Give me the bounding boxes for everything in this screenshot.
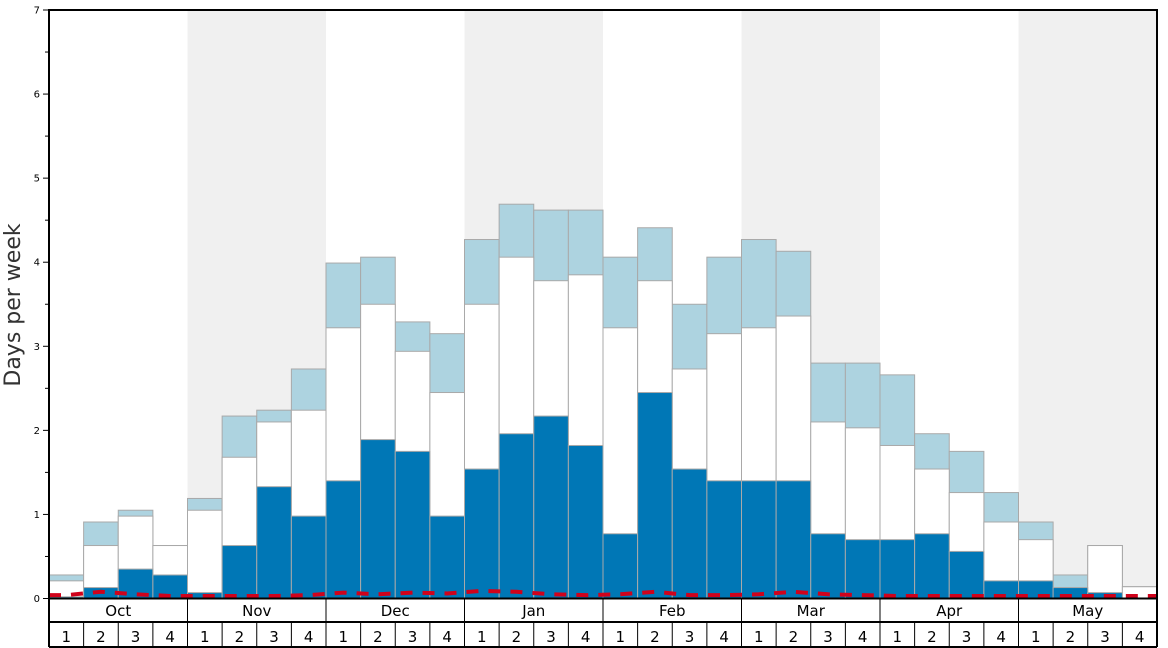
- bar-s0-26: [948, 550, 985, 599]
- bar-s0-5: [221, 545, 258, 599]
- bar-s0-7: [290, 515, 327, 599]
- y-tick-label: 6: [34, 90, 40, 101]
- week-label: 2: [235, 628, 245, 646]
- week-label: 2: [650, 628, 660, 646]
- week-label: 2: [1066, 628, 1076, 646]
- bar-s0-17: [637, 392, 673, 599]
- week-label: 4: [719, 628, 729, 646]
- y-axis: 0 1 2 3 4 5 6 7: [34, 6, 49, 605]
- y-axis-label: Days per week: [1, 223, 26, 386]
- week-label: 2: [927, 628, 937, 646]
- bar-s0-6: [256, 486, 292, 599]
- bar-s0-16: [602, 533, 639, 600]
- bar-s0-18: [671, 468, 708, 599]
- bar-s0-13: [498, 433, 535, 599]
- week-label: 3: [823, 628, 833, 646]
- bar-s0-10: [394, 450, 431, 599]
- bar-s0-15: [567, 444, 604, 599]
- month-label-apr: Apr: [936, 602, 963, 620]
- week-label: 1: [893, 628, 903, 646]
- week-label: 4: [996, 628, 1006, 646]
- week-label: 3: [408, 628, 418, 646]
- bar-s0-19: [706, 480, 742, 599]
- bar-s0-20: [741, 480, 777, 599]
- week-label: 1: [1031, 628, 1041, 646]
- week-label: 1: [200, 628, 210, 646]
- week-label: 4: [1135, 628, 1145, 646]
- week-label: 4: [165, 628, 175, 646]
- y-tick-label: 5: [34, 174, 40, 185]
- week-label: 4: [858, 628, 868, 646]
- week-label: 2: [373, 628, 383, 646]
- week-label: 1: [616, 628, 626, 646]
- bar-s0-14: [533, 415, 569, 599]
- bar-s0-24: [879, 539, 916, 600]
- week-label: 3: [1100, 628, 1110, 646]
- week-label: 4: [304, 628, 314, 646]
- bar-s0-23: [844, 539, 881, 600]
- week-label: 1: [477, 628, 487, 646]
- week-label: 1: [62, 628, 72, 646]
- average-line: [49, 588, 1157, 598]
- y-tick-label: 7: [34, 6, 40, 17]
- bar-s1-4: [187, 509, 223, 600]
- bar-s0-8: [325, 480, 362, 599]
- month-shade-may: [1018, 10, 1157, 599]
- week-label: 1: [339, 628, 349, 646]
- month-label-feb: Feb: [659, 602, 686, 620]
- bar-s0-25: [914, 533, 950, 600]
- week-label: 4: [442, 628, 452, 646]
- bar-s1-30: [1087, 545, 1123, 599]
- y-tick-label: 3: [34, 342, 40, 353]
- week-label: 3: [131, 628, 141, 646]
- week-label: 4: [581, 628, 591, 646]
- month-label-jan: Jan: [521, 602, 545, 620]
- week-label: 2: [512, 628, 522, 646]
- week-label: 3: [685, 628, 695, 646]
- month-label-dec: Dec: [381, 602, 410, 620]
- average-line-path: [49, 588, 1157, 598]
- week-label: 1: [754, 628, 764, 646]
- week-label: 2: [789, 628, 799, 646]
- y-tick-label: 0: [34, 594, 40, 605]
- week-label: 3: [962, 628, 972, 646]
- y-tick-label: 4: [34, 258, 40, 269]
- bar-s0-22: [810, 533, 846, 600]
- week-label: 3: [269, 628, 279, 646]
- y-tick-label: 1: [34, 510, 40, 521]
- month-label-mar: Mar: [797, 602, 826, 620]
- bar-s0-11: [429, 515, 465, 599]
- y-tick-label: 2: [34, 426, 40, 437]
- month-label-nov: Nov: [242, 602, 271, 620]
- month-label-may: May: [1072, 602, 1103, 620]
- month-label-oct: Oct: [105, 602, 131, 620]
- bar-s0-9: [360, 439, 396, 600]
- bar-s0-21: [775, 480, 812, 599]
- bar-series: [48, 203, 1158, 600]
- bar-s0-12: [464, 468, 500, 599]
- week-label: 3: [546, 628, 556, 646]
- week-label: 2: [96, 628, 106, 646]
- x-axis: Oct 1 2 3 4 Nov 1 2 3 4 Dec 1 2 3 4 Jan 1 2 3 4 Feb 1 2 3 4 Mar 1 2…: [48, 598, 1158, 648]
